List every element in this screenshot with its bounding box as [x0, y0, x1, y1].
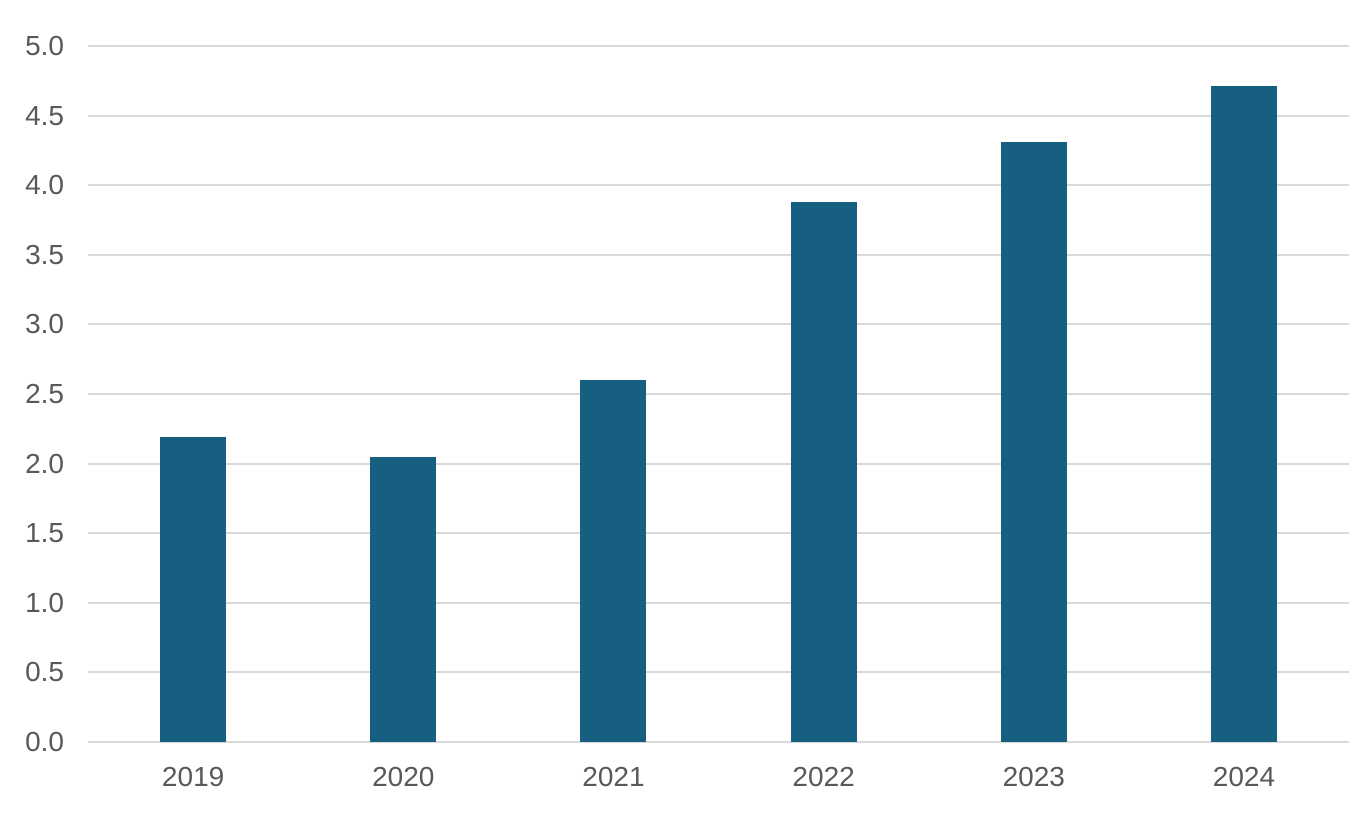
x-tick-label-2020: 2020: [372, 761, 435, 792]
gridline-2.5: [88, 393, 1349, 395]
gridline-1.5: [88, 532, 1349, 535]
y-tick-label: 3.5: [25, 238, 64, 270]
bar-2023: [1000, 142, 1067, 742]
y-tick-label: 0.0: [25, 726, 64, 757]
x-tick-label-2023: 2023: [1002, 761, 1065, 792]
bar-2019: [160, 437, 227, 742]
y-tick-label: 2.0: [25, 447, 64, 479]
gridline-0.5: [88, 671, 1349, 674]
y-tick-label: 4.0: [25, 169, 64, 201]
x-tick-label-2024: 2024: [1212, 761, 1276, 792]
y-tick-label: 2.5: [25, 378, 64, 409]
y-tick-label: 4.5: [25, 99, 64, 131]
bar-2024: [1210, 86, 1277, 742]
gridline-4.5: [88, 114, 1349, 117]
x-tick-label-2019: 2019: [161, 761, 225, 792]
y-tick-label: 3.0: [25, 308, 64, 340]
y-tick-label: 5.0: [25, 30, 64, 61]
gridline-1.0: [88, 601, 1349, 604]
bar-2022: [790, 201, 857, 742]
gridline-3.0: [88, 323, 1349, 326]
gridline-4.0: [88, 184, 1349, 187]
y-tick-label: 0.5: [25, 656, 64, 688]
x-tick-label-2022: 2022: [792, 761, 855, 792]
y-tick-label: 1.0: [25, 586, 64, 618]
bar-2020: [370, 456, 437, 742]
bar-2021: [580, 380, 647, 742]
gridline-2.0: [88, 462, 1349, 465]
x-tick-label-2021: 2021: [582, 761, 645, 792]
y-tick-label: 1.5: [25, 517, 64, 549]
gridline-3.5: [88, 253, 1349, 256]
gridline-0.0: [88, 741, 1349, 743]
gridline-5.0: [88, 45, 1349, 47]
